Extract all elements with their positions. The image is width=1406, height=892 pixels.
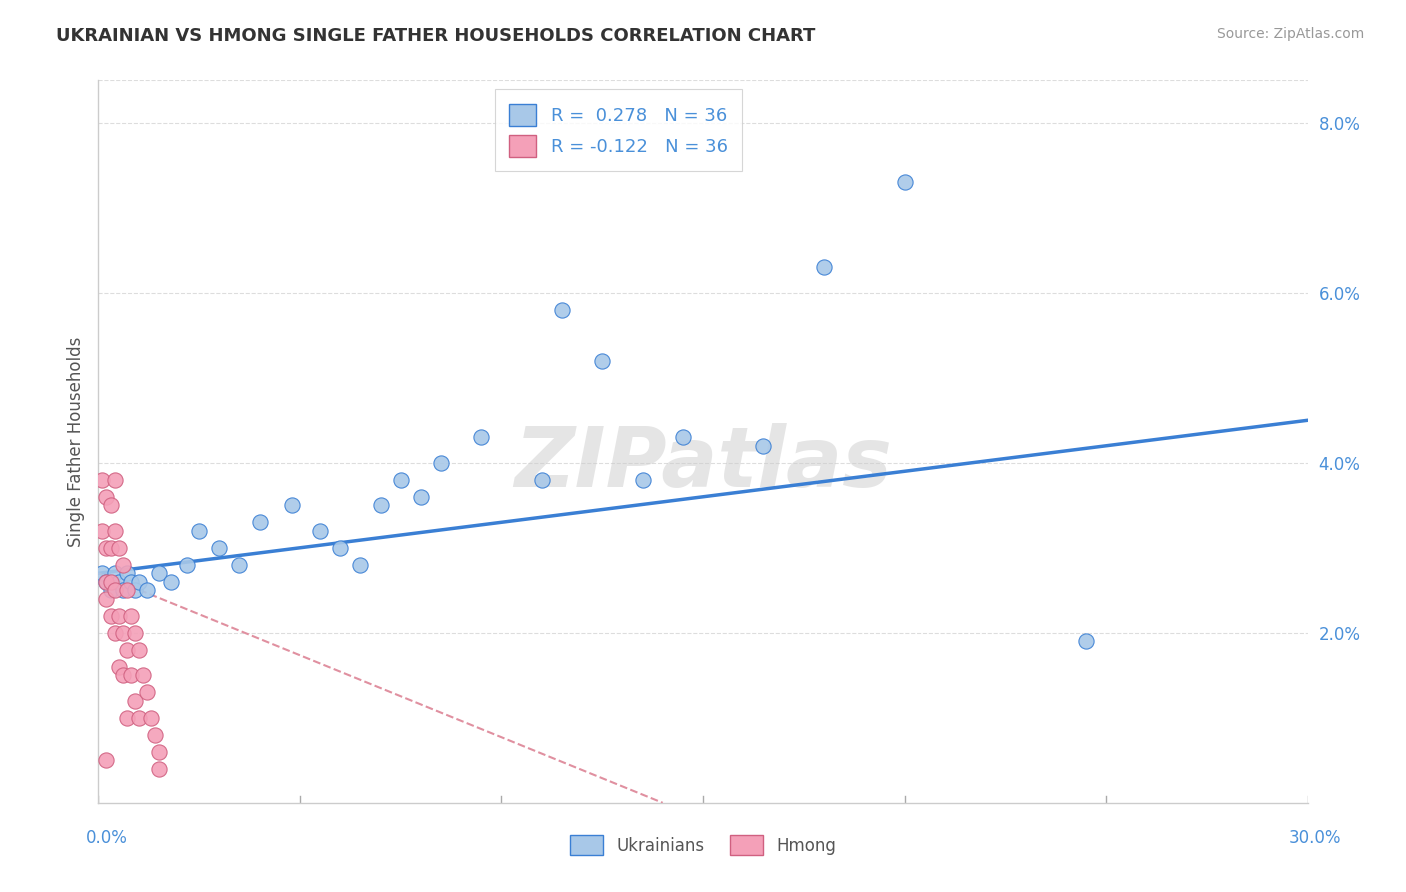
Point [100,583,122,598]
Point [329,541,352,555]
Text: ZIPatlas: ZIPatlas [515,423,891,504]
Point [148,762,170,776]
Point [107,660,129,674]
Point [135,685,157,699]
Point [91,566,114,581]
Point [631,473,654,487]
Point [551,302,574,317]
Point [115,583,138,598]
Point [139,711,162,725]
Y-axis label: Single Father Households: Single Father Households [66,336,84,547]
Point [132,668,155,682]
Point [91,524,114,538]
Point [96,574,118,589]
Point [530,473,553,487]
Point [100,541,122,555]
Point [107,541,129,555]
Point [349,558,371,572]
Point [111,583,134,598]
Point [124,625,146,640]
Point [143,728,166,742]
Point [100,574,122,589]
Point [107,574,129,589]
Point [893,175,915,189]
Legend: Ukrainians, Hmong: Ukrainians, Hmong [564,829,842,862]
Point [208,541,231,555]
Point [120,668,142,682]
Point [228,558,250,572]
Point [96,753,118,767]
Point [107,608,129,623]
Point [120,574,142,589]
Point [281,498,304,512]
Point [103,625,125,640]
Point [96,541,118,555]
Point [188,524,211,538]
Point [100,498,122,512]
Point [124,694,146,708]
Point [1074,634,1097,648]
Text: Source: ZipAtlas.com: Source: ZipAtlas.com [1216,27,1364,41]
Point [103,524,125,538]
Point [470,430,492,444]
Point [111,625,134,640]
Point [249,516,271,530]
Point [103,473,125,487]
Point [115,711,138,725]
Point [148,566,170,581]
Point [100,608,122,623]
Legend: R =  0.278   N = 36, R = -0.122   N = 36: R = 0.278 N = 36, R = -0.122 N = 36 [495,89,742,171]
Point [409,490,432,504]
Point [128,711,150,725]
Point [430,456,453,470]
Point [96,574,118,589]
Point [96,591,118,606]
Point [111,558,134,572]
Point [111,668,134,682]
Point [120,608,142,623]
Point [672,430,695,444]
Point [176,558,198,572]
Text: UKRAINIAN VS HMONG SINGLE FATHER HOUSEHOLDS CORRELATION CHART: UKRAINIAN VS HMONG SINGLE FATHER HOUSEHO… [56,27,815,45]
Point [96,490,118,504]
Point [91,473,114,487]
Point [160,574,183,589]
Point [752,439,775,453]
Point [128,642,150,657]
Point [148,745,170,759]
Point [591,353,613,368]
Point [128,574,150,589]
Point [370,498,392,512]
Point [103,566,125,581]
Text: 0.0%: 0.0% [86,829,128,847]
Point [124,583,146,598]
Point [103,583,125,598]
Point [115,566,138,581]
Text: 30.0%: 30.0% [1288,829,1341,847]
Point [389,473,412,487]
Point [309,524,332,538]
Point [115,642,138,657]
Point [135,583,157,598]
Point [813,260,835,275]
